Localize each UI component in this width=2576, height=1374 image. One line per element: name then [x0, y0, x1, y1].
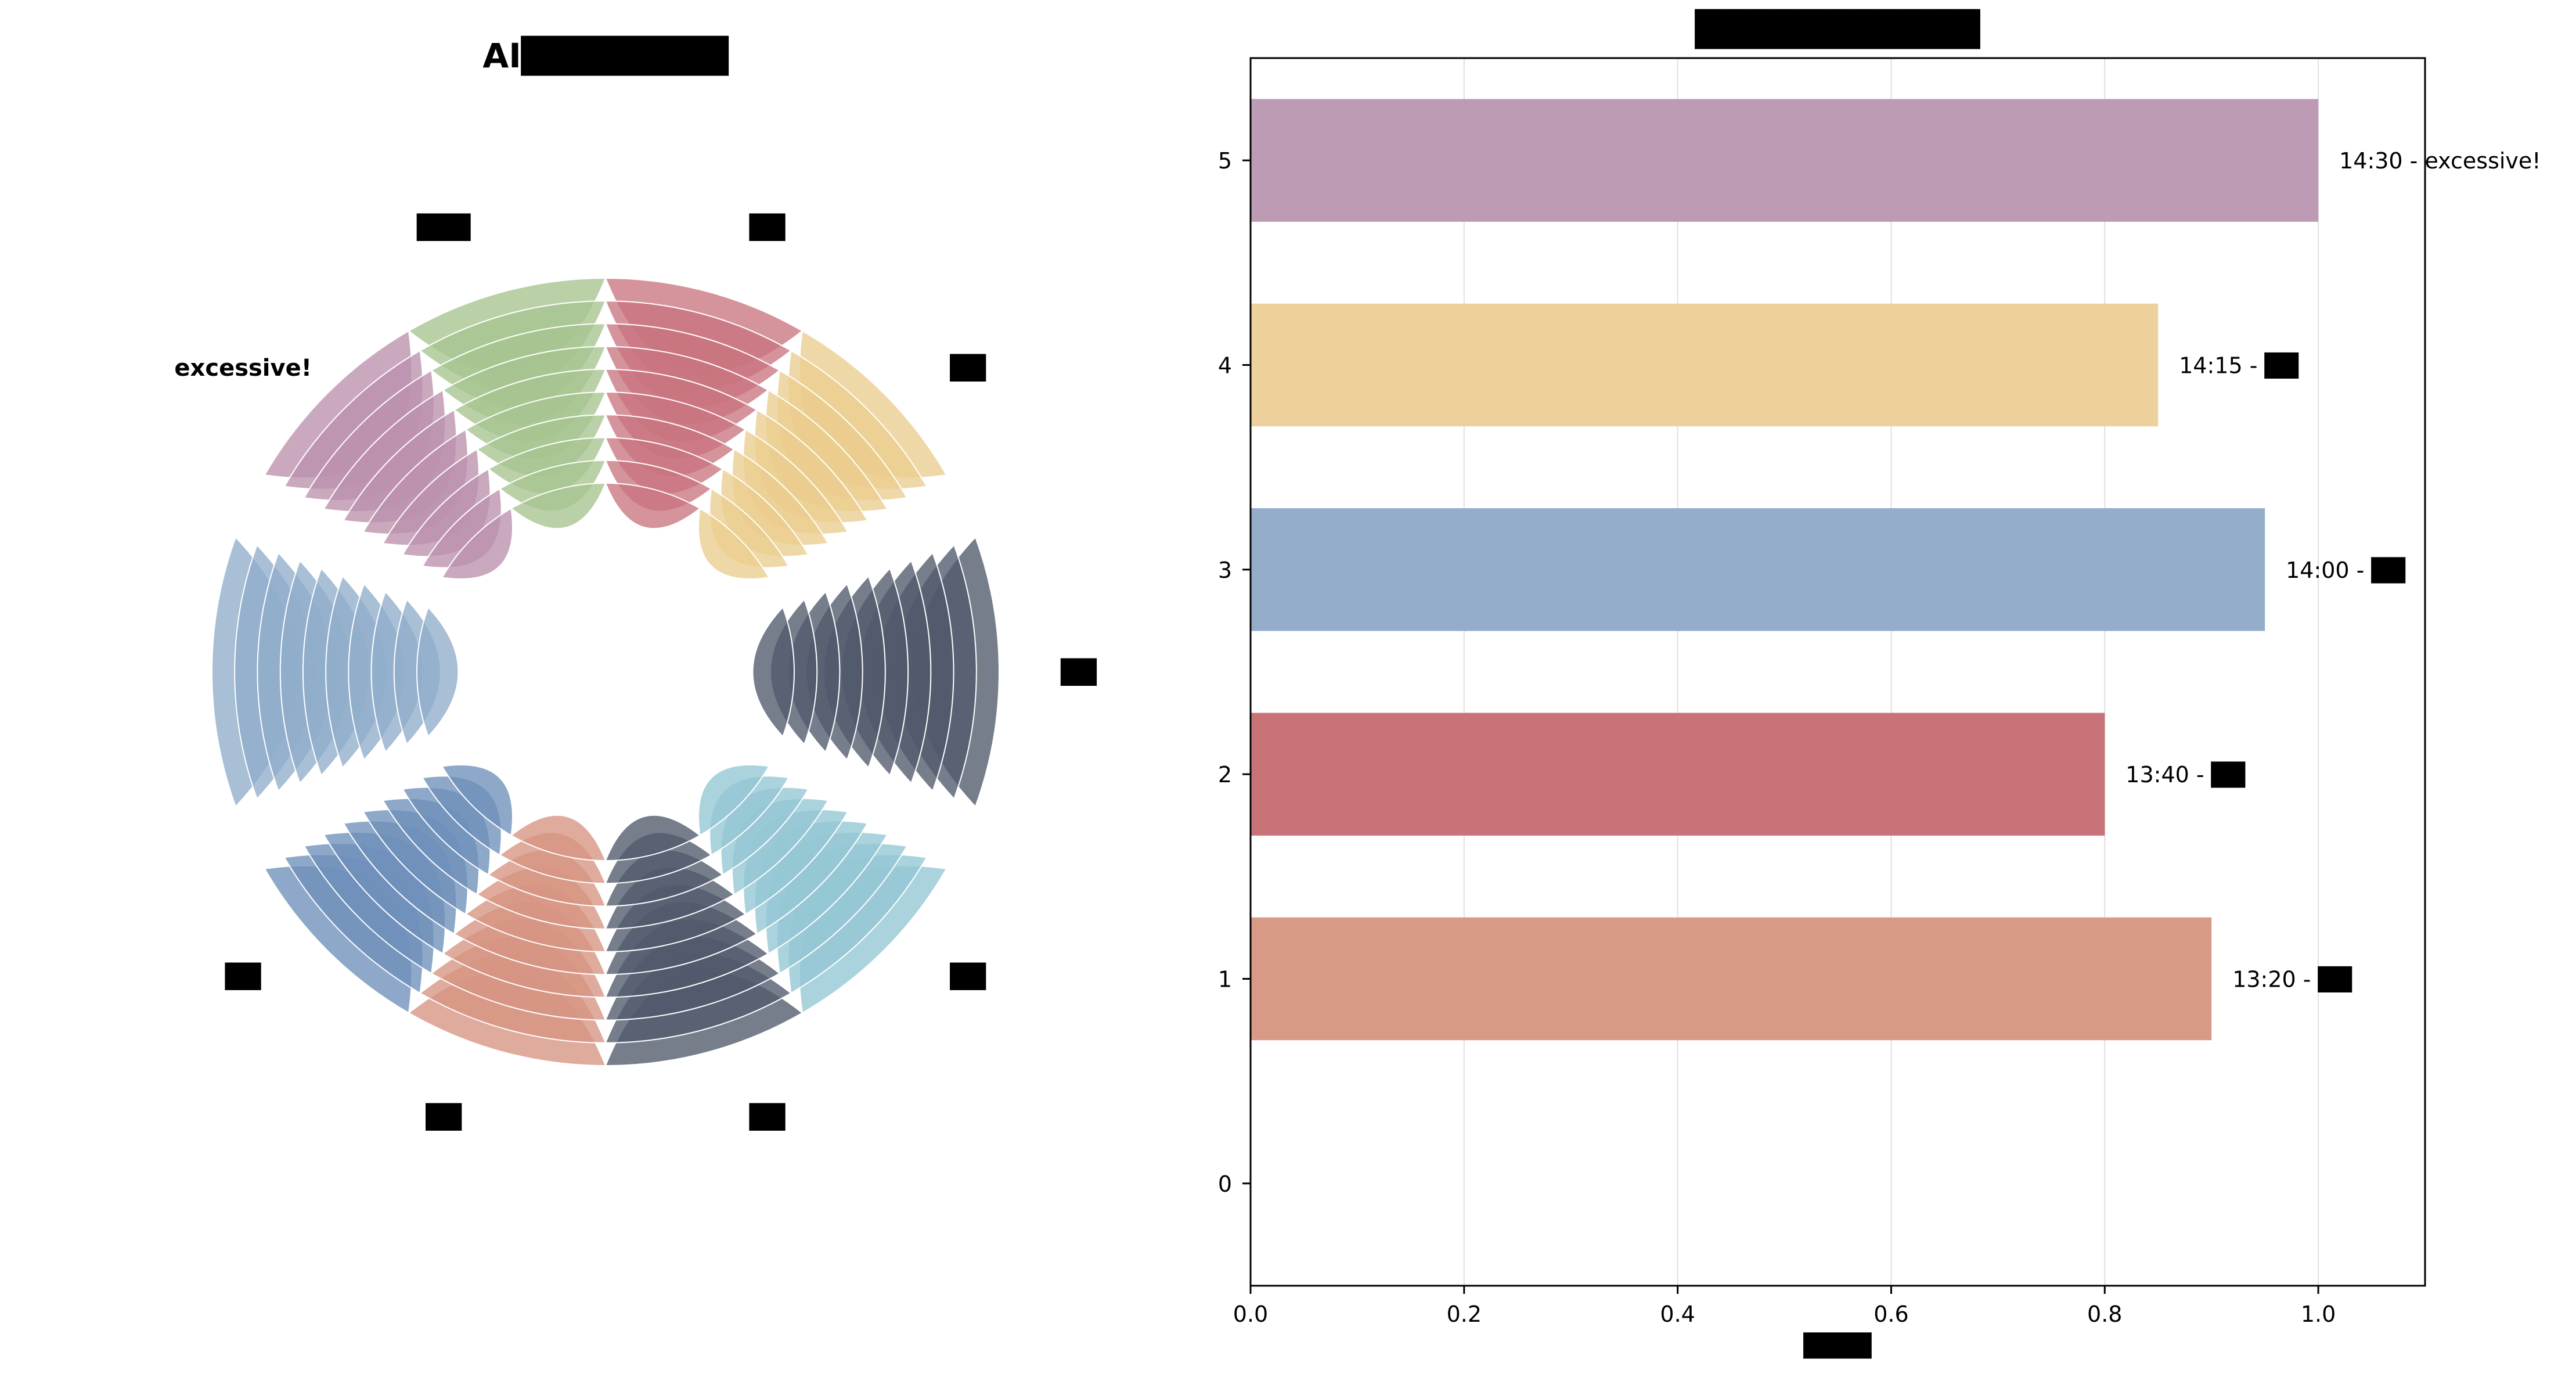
bar-label-3: 14:00 - ██ — [2286, 557, 2406, 584]
ring-1-segment-4 — [697, 764, 770, 837]
category-label-9: ███ — [416, 213, 471, 241]
ring-1-segment-8 — [416, 606, 459, 738]
x-tick-label-6: 1.0 — [2301, 1301, 2336, 1327]
ring-1-segment-10 — [510, 482, 607, 530]
ring-1-segment-1 — [604, 482, 701, 530]
bar-3 — [1251, 508, 2265, 631]
bar-2 — [1251, 713, 2105, 836]
category-label-1: ██ — [749, 213, 786, 241]
ring-1-segment-3 — [752, 606, 795, 738]
y-tick-label-4: 3 — [1218, 557, 1232, 583]
x-tick-label-3: 0.4 — [1660, 1301, 1695, 1327]
bar-label-4: 14:15 - ██ — [2179, 353, 2299, 379]
y-tick-label-2: 1 — [1218, 967, 1232, 992]
category-label-2: ██ — [950, 354, 987, 382]
ring-1-segment-6 — [510, 814, 607, 862]
x-tick-label-5: 0.8 — [2087, 1301, 2122, 1327]
x-tick-label-4: 0.6 — [1874, 1301, 1908, 1327]
category-label-7: ██ — [225, 962, 262, 990]
radial-chart-panel: AI████████ ██ ██ ██ ██ ██ ██ ██ excessive! ███ — [174, 35, 1097, 1131]
bar-chart-plot-frame — [1249, 57, 2426, 1287]
bar-chart-x-axis-label: ████ — [1803, 1332, 1872, 1359]
y-tick-label-5: 4 — [1218, 353, 1232, 379]
category-label-5: ██ — [749, 1103, 786, 1131]
bar-chart-title: ███████████ — [1695, 9, 1981, 49]
category-label-8: excessive! — [174, 355, 312, 382]
ring-1-segment-9 — [441, 507, 514, 580]
bar-label-1: 13:20 - ██ — [2232, 966, 2352, 993]
ring-1-segment-2 — [697, 507, 770, 580]
y-tick-label-1: 0 — [1218, 1171, 1232, 1197]
bar-chart-bars — [1251, 99, 2319, 1041]
bar-chart-data-labels: 13:20 - ██ 13:40 - ██ 14:00 - ██ 14:15 - ██… — [2125, 148, 2541, 992]
category-label-6: ██ — [426, 1103, 463, 1131]
bar-label-5: 14:30 - excessive! — [2339, 148, 2541, 174]
ring-1-segment-5 — [604, 814, 701, 862]
x-tick-label-1: 0.0 — [1233, 1301, 1268, 1327]
y-tick-label-6: 5 — [1218, 148, 1232, 174]
category-label-4: ██ — [950, 962, 987, 990]
bar-5 — [1251, 99, 2319, 222]
ring-1-segment-7 — [441, 764, 514, 837]
radial-rings — [211, 277, 1000, 1067]
y-tick-label-3: 2 — [1218, 762, 1232, 787]
bar-1 — [1251, 917, 2212, 1041]
bar-label-2: 13:40 - ██ — [2125, 761, 2246, 788]
x-tick-label-2: 0.2 — [1447, 1301, 1482, 1327]
bar-chart-gridlines — [1250, 58, 2319, 1286]
category-label-3: ██ — [1060, 658, 1097, 686]
radial-category-labels: ██ ██ ██ ██ ██ ██ ██ excessive! ███ — [174, 213, 1097, 1131]
radial-chart-title: AI████████ — [482, 35, 729, 76]
bar-4 — [1251, 303, 2159, 427]
bar-chart-axis-ticks: 0.0 0.2 0.4 0.6 0.8 1.0 0 1 2 3 4 5 — [1218, 148, 2336, 1327]
bar-chart-panel: ███████████ 13:20 - ██ 13:40 - ██ 14:00 - … — [1218, 9, 2541, 1359]
